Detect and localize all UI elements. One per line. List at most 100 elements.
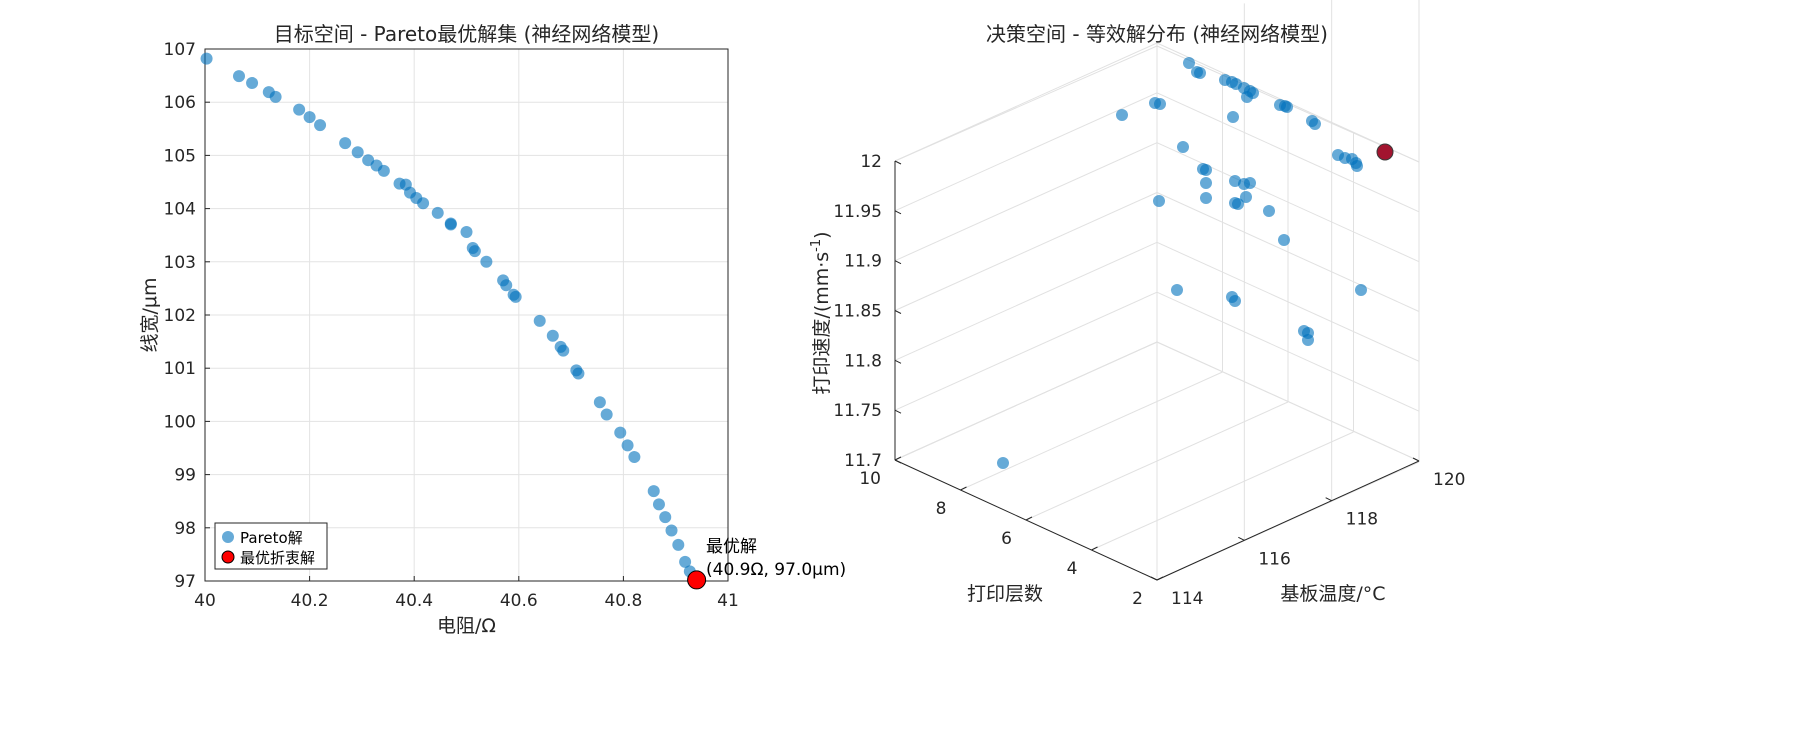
x-tick-label: 6 [1001, 529, 1012, 549]
z-gridline-left-wall [894, 192, 1158, 311]
y-tick-label: 103 [164, 253, 196, 273]
decision-point [1244, 177, 1256, 189]
pareto-y-axis-label: 线宽/μm [139, 278, 161, 353]
pareto-point [468, 245, 481, 258]
y-tick-label: 102 [164, 306, 196, 326]
pareto-point [303, 111, 316, 124]
z-label-end: ) [811, 231, 833, 238]
pareto-point [246, 77, 259, 90]
pareto-point [509, 290, 522, 303]
pareto-point [200, 52, 213, 65]
pareto-legend: Pareto解 最优折衷解 [214, 522, 328, 570]
z-tick-mark [894, 210, 902, 215]
decision-point [1247, 87, 1259, 99]
pareto-point [600, 408, 613, 421]
y-tick-label: 99 [174, 466, 196, 486]
pareto-point [351, 146, 364, 159]
pareto-point [665, 524, 678, 537]
decision-space-chart: 11.7 11.75 11.8 11.85 11.9 11.95 12 2 4 6 8 10 114 11… [809, 0, 1465, 609]
x-tick-label: 8 [936, 499, 947, 519]
z-tick-mark [894, 459, 902, 464]
pareto-point [659, 511, 672, 524]
decision-point [1281, 101, 1293, 113]
z-tick-mark [894, 160, 902, 165]
y-tick-mark [1412, 457, 1420, 462]
x-tick-label: 4 [1067, 559, 1078, 579]
decision-point [1232, 198, 1244, 210]
x-tick-label: 40 [194, 591, 216, 611]
x-tick-label: 40.8 [604, 591, 642, 611]
x-tick-mark [1156, 576, 1164, 581]
y-tick-label: 98 [174, 519, 196, 539]
pareto-point [431, 206, 444, 219]
z-tick-mark [894, 409, 902, 414]
y-axis-line [1156, 460, 1420, 581]
decision-point [1351, 160, 1363, 172]
z-tick-label: 11.85 [833, 302, 882, 322]
decision-point [1309, 118, 1321, 130]
z-gridline-left-wall [894, 241, 1158, 361]
legend-label-best: 最优折衷解 [240, 549, 315, 567]
y-tick-label: 100 [164, 412, 196, 432]
decision-best-point [1376, 143, 1394, 161]
pareto-point [614, 426, 627, 439]
pareto-point [593, 396, 606, 409]
y-tick-label: 106 [164, 93, 196, 113]
z-gridline-left-wall [894, 142, 1158, 262]
decision-point [1153, 195, 1165, 207]
decision-point [1302, 334, 1314, 346]
pareto-point [377, 164, 390, 177]
pareto-point [480, 255, 493, 268]
z-tick-label: 11.7 [844, 451, 882, 471]
decision-point [1200, 164, 1212, 176]
best-solution-annotation-title: 最优解 [706, 537, 757, 557]
x-floor-gridline [960, 371, 1223, 491]
pareto-point [314, 119, 327, 132]
y-tick-mark [1238, 536, 1245, 541]
y-tick-label: 118 [1346, 510, 1378, 530]
pareto-point [417, 197, 430, 210]
z-gridline-left-wall [894, 92, 1158, 212]
z-tick-label: 11.9 [844, 252, 882, 272]
decision-z-axis-label: 打印速度/(mm·s-1) [809, 231, 833, 394]
pareto-point [679, 555, 692, 568]
z-tick-label: 11.8 [844, 351, 882, 371]
z-tick-label: 12 [860, 152, 882, 172]
decision-point [1116, 109, 1128, 121]
pareto-point [232, 70, 245, 83]
decision-point [1154, 98, 1166, 110]
x-tick-mark [894, 456, 902, 461]
y-tick-label: 104 [164, 200, 196, 220]
decision-x-axis-label: 打印层数 [967, 583, 1043, 605]
legend-marker-pareto [222, 531, 234, 543]
z-label-main: 打印速度/(mm·s [811, 252, 833, 395]
z-tick-label: 11.75 [833, 401, 882, 421]
decision-point [1229, 295, 1241, 307]
y-tick-mark [1150, 576, 1158, 581]
pareto-point [339, 137, 352, 150]
x-tick-label: 40.4 [395, 591, 433, 611]
pareto-point [672, 538, 685, 551]
decision-point [1200, 177, 1212, 189]
decision-points [997, 57, 1394, 469]
decision-y-axis-label: 基板温度/°C [1280, 583, 1385, 605]
x-tick-mark [960, 486, 967, 491]
best-solution-point [687, 570, 707, 590]
best-solution-annotation-value: (40.9Ω, 97.0μm) [706, 560, 846, 580]
pareto-point [444, 217, 457, 230]
pareto-point [533, 314, 546, 327]
decision-point [1240, 191, 1252, 203]
x-tick-label: 40.2 [291, 591, 329, 611]
decision-point [1183, 57, 1195, 69]
decision-point [1263, 205, 1275, 217]
pareto-chart: 40 40.2 40.4 40.6 40.8 41 97 98 99 100 101 102 103 10… [139, 22, 846, 637]
x-tick-mark [1091, 546, 1098, 551]
x-tick-mark [1025, 516, 1033, 521]
legend-box [214, 522, 328, 570]
z-tick-mark [894, 359, 902, 364]
z-tick-mark [894, 260, 902, 265]
decision-chart-title: 决策空间 - 等效解分布 (神经网络模型) [986, 22, 1328, 46]
y-tick-mark [1325, 497, 1332, 502]
pareto-axes-box [204, 48, 729, 582]
